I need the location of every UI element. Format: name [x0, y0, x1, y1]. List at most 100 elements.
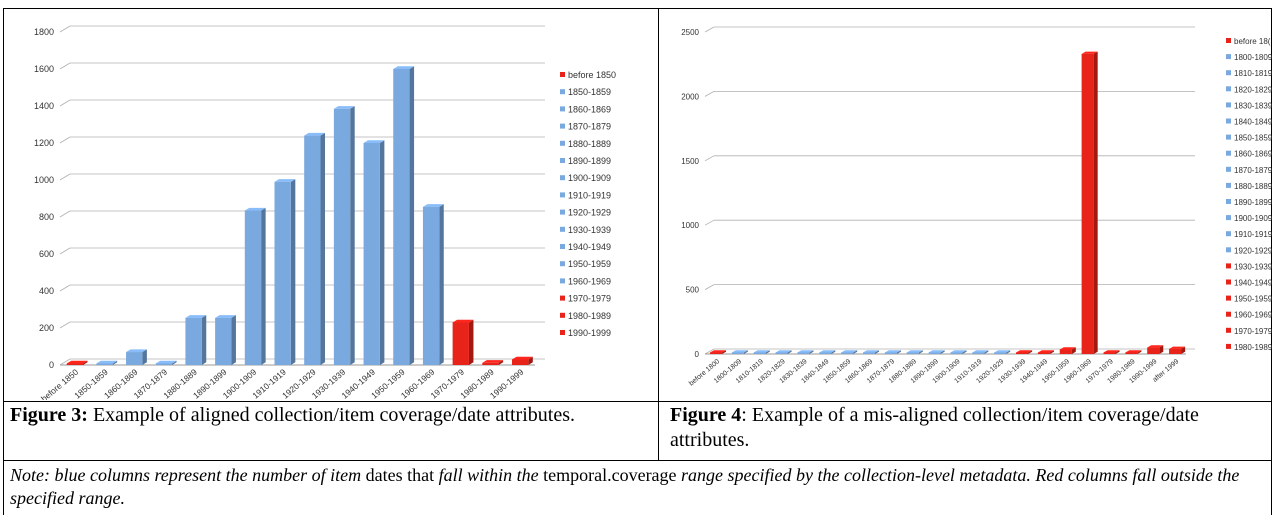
- bar-front: [1016, 352, 1029, 354]
- table-border-right: [1271, 8, 1272, 515]
- bar: [96, 360, 118, 365]
- legend-swatch: [1226, 215, 1231, 221]
- bar: [511, 356, 533, 365]
- legend-swatch: [560, 209, 565, 215]
- bar-front: [96, 363, 113, 365]
- bar-front: [126, 352, 143, 365]
- bar-side: [261, 207, 266, 365]
- bar-front: [1037, 352, 1050, 354]
- bar-side: [1137, 350, 1142, 354]
- y-tick-label: 1600: [34, 64, 54, 74]
- bar-side: [83, 360, 88, 365]
- legend-swatch: [560, 295, 565, 301]
- legend-swatch: [560, 278, 565, 284]
- gridline-depth: [704, 91, 715, 97]
- legend-swatch: [1226, 279, 1231, 285]
- bar: [797, 350, 814, 354]
- bar-side: [172, 360, 177, 365]
- legend-swatch: [560, 192, 565, 198]
- table-border-center: [658, 8, 659, 461]
- bar-front: [274, 181, 291, 365]
- bar-side: [320, 132, 326, 365]
- legend-label: 1930-1939: [1234, 262, 1272, 271]
- legend-swatch: [560, 175, 565, 181]
- bar: [1125, 350, 1142, 354]
- bar-front: [244, 210, 262, 365]
- bar-front: [819, 352, 832, 354]
- bar: [393, 66, 415, 366]
- legend-label: 1970-1979: [568, 294, 611, 304]
- legend-swatch: [1226, 166, 1231, 172]
- bar: [422, 204, 444, 365]
- y-tick-label: 1000: [34, 175, 54, 185]
- bar-top: [1103, 350, 1120, 353]
- note-part-2: dates that: [361, 465, 439, 485]
- legend-swatch: [560, 244, 565, 249]
- bar: [906, 350, 923, 354]
- bar-side: [743, 350, 748, 354]
- bar-side: [231, 315, 236, 365]
- legend-swatch: [560, 89, 565, 95]
- bar-front: [185, 317, 202, 365]
- legend: before 1850 1850-1859 1860-1869 1870-1879 18…: [560, 70, 616, 338]
- gridline-depth: [704, 348, 715, 355]
- bar-front: [775, 352, 788, 354]
- bar: [482, 360, 504, 365]
- bar: [1147, 345, 1164, 354]
- gridline-depth: [59, 210, 71, 218]
- y-tick-label: 400: [39, 286, 54, 296]
- bar-front: [1125, 352, 1138, 354]
- legend-label: 1910-1919: [1234, 230, 1272, 239]
- bar-top: [1147, 345, 1164, 348]
- bar-top: [841, 350, 858, 353]
- bar: [950, 350, 967, 354]
- y-tick-label: 2000: [681, 92, 699, 101]
- bar-side: [379, 140, 385, 365]
- legend-swatch: [1226, 247, 1231, 253]
- figure-4-label: Figure 4: [670, 404, 742, 426]
- legend-label: 1920-1929: [568, 208, 611, 218]
- gridline-depth: [704, 26, 715, 33]
- legend-swatch: [1226, 150, 1231, 156]
- bar-side: [528, 356, 533, 365]
- bars: [66, 66, 533, 366]
- bar-side: [721, 350, 726, 354]
- legend-label: 1830-1839: [1234, 101, 1272, 110]
- bar-top: [1059, 347, 1076, 350]
- chart-panel-figure-4: 0 500 1000 1500 2000 2500 before 1800 1800-1809…: [660, 10, 1272, 400]
- bar-side: [940, 350, 945, 354]
- y-tick-label: 0: [695, 350, 700, 359]
- bar-front: [950, 352, 963, 354]
- legend-label: 1960-1969: [568, 276, 611, 286]
- bar-front: [797, 352, 810, 354]
- legend-swatch: [1226, 54, 1231, 60]
- bar-side: [142, 349, 147, 365]
- bar: [775, 350, 792, 354]
- bar-top: [1169, 346, 1186, 349]
- bar-front: [333, 108, 351, 366]
- legend-swatch: [1226, 295, 1231, 301]
- bar-front: [994, 352, 1007, 354]
- bar-top: [333, 106, 355, 109]
- bar-top: [862, 350, 880, 353]
- bar-top: [994, 350, 1011, 353]
- gridline-depth: [59, 25, 71, 33]
- bar: [185, 315, 207, 365]
- gridline-depth: [704, 284, 715, 290]
- bar-side: [1071, 347, 1076, 354]
- legend-label: before 1850: [568, 70, 616, 80]
- bar: [972, 350, 989, 354]
- legend-swatch: [560, 106, 565, 112]
- table-border-left: [3, 8, 4, 515]
- legend-label: 1860-1869: [1234, 150, 1272, 159]
- bar-top: [244, 207, 266, 211]
- table-border-mid: [3, 401, 1272, 402]
- bar-front: [1169, 348, 1182, 354]
- legend-swatch: [1226, 182, 1231, 188]
- y-tick-label: 500: [686, 286, 700, 295]
- bar-front: [422, 206, 440, 365]
- bar-top: [1081, 51, 1098, 54]
- bar: [215, 315, 236, 365]
- gridline-depth: [59, 62, 71, 70]
- chart-panel-figure-3: 0 200 400 600 800 1000 1200 1400 1600 1800 before …: [8, 10, 655, 400]
